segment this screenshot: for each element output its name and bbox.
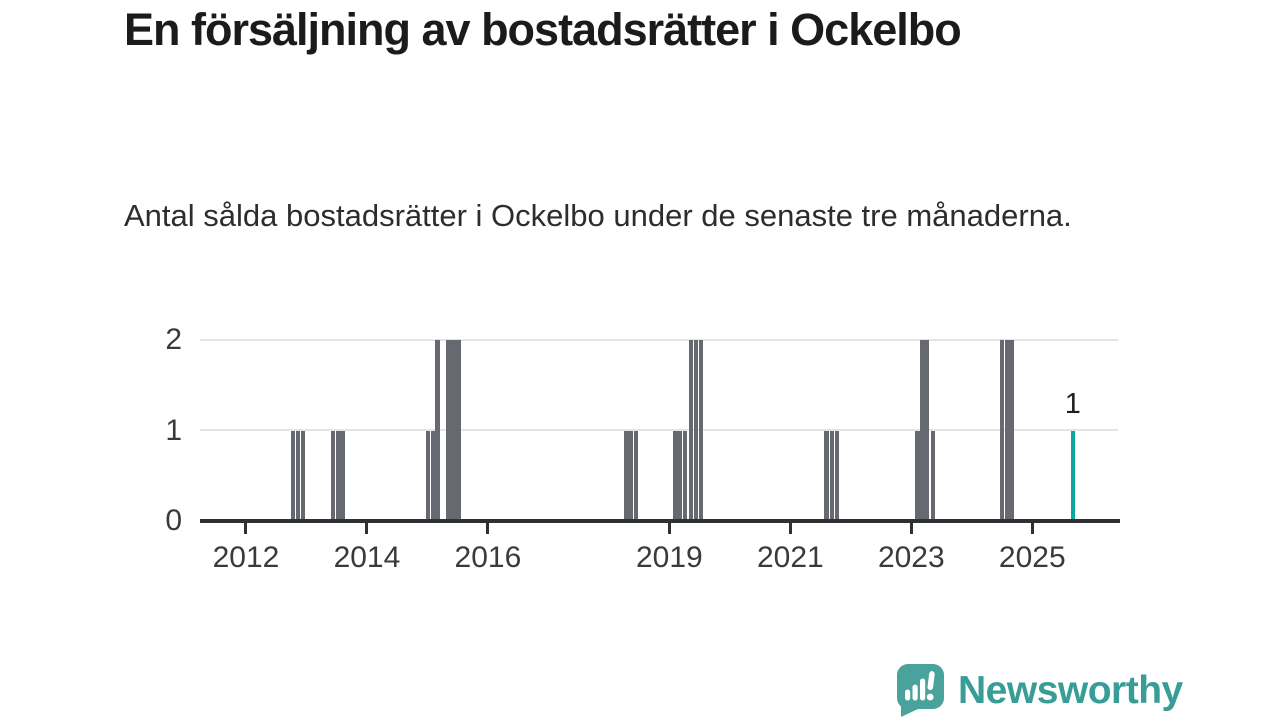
x-axis-tick — [1030, 521, 1034, 534]
x-axis-label: 2014 — [333, 541, 401, 574]
bar-highlighted — [1070, 430, 1076, 521]
bar — [446, 340, 451, 521]
bar — [688, 340, 694, 521]
y-axis-label: 1 — [165, 413, 182, 447]
y-axis-label: 2 — [165, 323, 182, 356]
bar — [425, 430, 431, 521]
bar — [628, 430, 633, 521]
bar — [677, 430, 682, 521]
x-axis-label: 2025 — [998, 541, 1066, 574]
bar — [999, 340, 1005, 521]
gridline-y1 — [200, 429, 1118, 431]
bar — [623, 430, 629, 521]
chart-title: En försäljning av bostadsrätter i Ockelb… — [124, 4, 962, 55]
bar — [834, 430, 840, 521]
x-axis-label: 2021 — [756, 541, 824, 574]
bar — [435, 340, 440, 521]
newsworthy-logo-icon — [897, 664, 944, 717]
bar — [698, 340, 704, 521]
x-axis-line — [200, 519, 1120, 523]
bar — [930, 430, 936, 521]
bar — [829, 430, 835, 521]
bar — [919, 340, 925, 521]
bar — [455, 340, 461, 521]
bar — [340, 430, 346, 521]
bar — [924, 340, 930, 521]
bar — [330, 430, 336, 521]
bar — [430, 430, 436, 521]
x-axis-tick — [909, 521, 913, 534]
bar — [295, 430, 301, 521]
brand-name: Newsworthy — [958, 669, 1183, 712]
bar — [1004, 340, 1010, 521]
bar — [915, 430, 920, 521]
bar — [300, 430, 306, 521]
gridline-y2 — [200, 338, 1118, 341]
y-axis-label: 0 — [165, 504, 182, 537]
x-axis-tick — [486, 521, 490, 534]
highlight-value-label: 1 — [1064, 387, 1081, 420]
bar — [451, 340, 456, 521]
x-axis-tick — [244, 521, 248, 534]
bar — [682, 430, 688, 521]
bar — [335, 430, 341, 521]
bar — [290, 430, 296, 521]
bar — [824, 430, 829, 521]
x-axis-tick — [788, 521, 792, 534]
brand-footer: Newsworthy — [896, 664, 1183, 718]
x-axis-label: 2023 — [877, 541, 945, 574]
bar — [633, 430, 639, 521]
chart-subtitle: Antal sålda bostadsrätter i Ockelbo unde… — [124, 198, 1072, 233]
x-axis-label: 2012 — [212, 541, 280, 574]
x-axis-tick — [365, 521, 369, 534]
x-axis-label: 2019 — [636, 541, 703, 574]
bar — [1009, 340, 1015, 521]
bar — [672, 430, 678, 521]
bar — [693, 340, 699, 521]
x-axis-label: 2016 — [454, 541, 522, 574]
x-axis-tick — [667, 521, 671, 534]
